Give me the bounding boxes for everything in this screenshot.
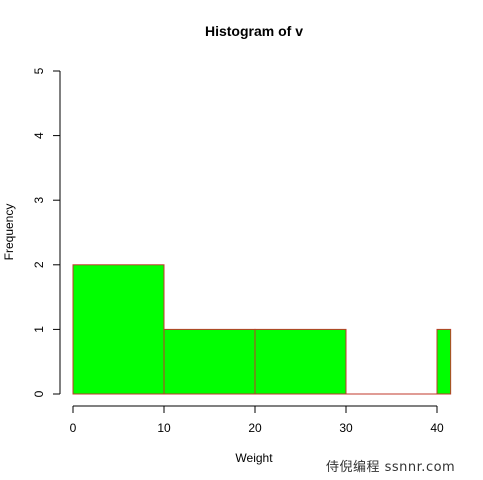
x-tick-label: 20 <box>248 421 262 435</box>
histogram-bar <box>72 264 165 395</box>
histogram-bar <box>254 328 347 395</box>
y-tick-label: 1 <box>32 326 46 333</box>
bars-group <box>72 264 452 395</box>
x-axis: 0 10 20 30 40 <box>70 405 444 435</box>
x-axis-label: Weight <box>235 451 273 465</box>
x-tick-label: 40 <box>430 421 444 435</box>
y-tick-label: 3 <box>32 197 46 204</box>
y-tick-label: 4 <box>32 132 46 139</box>
y-tick-label: 0 <box>32 390 46 397</box>
histogram-bar <box>436 328 452 395</box>
x-tick-label: 30 <box>339 421 353 435</box>
y-axis-label: Frequency <box>2 204 16 261</box>
watermark-text: 侍倪编程 ssnnr.com <box>326 460 456 475</box>
histogram-bar <box>163 328 256 395</box>
y-tick-label: 2 <box>32 261 46 268</box>
x-tick-label: 0 <box>70 421 77 435</box>
y-axis: 0 1 2 3 4 5 <box>32 67 61 397</box>
y-tick-label: 5 <box>32 67 46 74</box>
x-tick-label: 10 <box>157 421 171 435</box>
chart-title: Histogram of v <box>205 23 303 39</box>
